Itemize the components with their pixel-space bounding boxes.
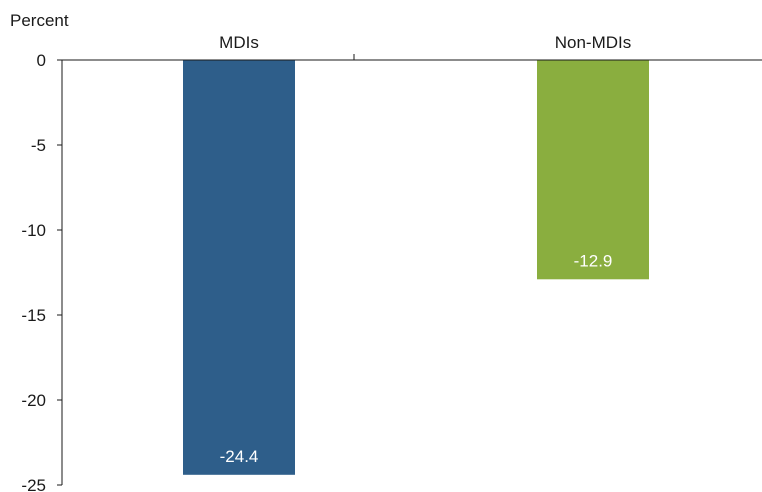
data-label: -12.9 bbox=[574, 251, 613, 270]
bar-non-mdis bbox=[537, 60, 649, 280]
data-label: -24.4 bbox=[220, 447, 259, 466]
y-axis: 0 -5 -10 -15 -20 -25 bbox=[21, 51, 63, 492]
y-tick-label: -10 bbox=[21, 221, 46, 240]
y-tick-label: -5 bbox=[31, 136, 46, 155]
bar-mdis bbox=[183, 60, 295, 475]
y-tick-label: -20 bbox=[21, 391, 46, 410]
y-tick-label: -25 bbox=[21, 476, 46, 492]
bars: -24.4 -12.9 bbox=[183, 60, 649, 475]
category-label: Non-MDIs bbox=[555, 33, 632, 52]
y-tick-label: -15 bbox=[21, 306, 46, 325]
category-label: MDIs bbox=[219, 33, 259, 52]
y-axis-title: Percent bbox=[10, 11, 69, 30]
category-axis: MDIs Non-MDIs bbox=[62, 33, 762, 61]
y-tick-label: 0 bbox=[37, 51, 46, 70]
